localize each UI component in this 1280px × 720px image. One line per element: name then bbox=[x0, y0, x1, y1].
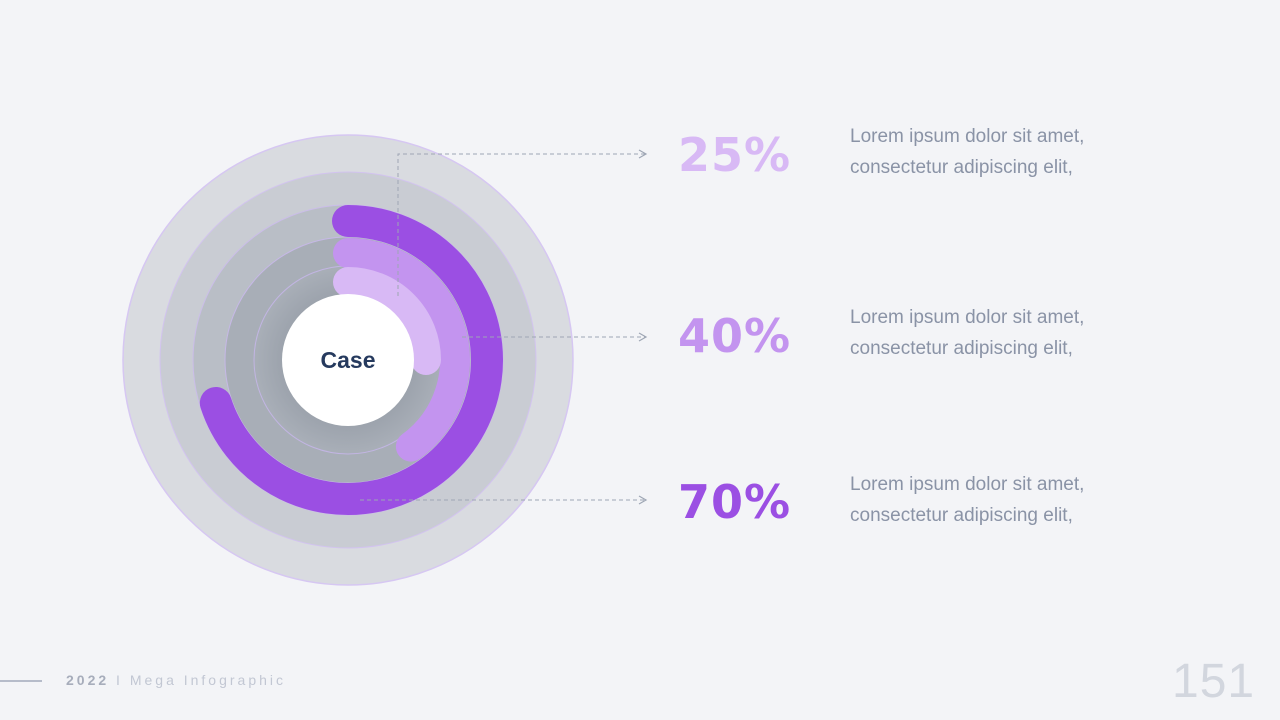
footer: 2022 I Mega Infographic bbox=[66, 672, 286, 688]
percent-label-40: 40% bbox=[678, 309, 792, 363]
page-number: 151 bbox=[1172, 655, 1256, 708]
center-label: Case bbox=[321, 347, 376, 373]
description-line: consectetur adipiscing elit, bbox=[850, 505, 1073, 526]
connector-arrowheads bbox=[638, 149, 648, 505]
description-line: consectetur adipiscing elit, bbox=[850, 157, 1073, 178]
footer-year: 2022 bbox=[66, 672, 110, 688]
arc-25 bbox=[333, 267, 441, 375]
description-25: Lorem ipsum dolor sit amet, consectetur … bbox=[850, 121, 1150, 183]
description-40: Lorem ipsum dolor sit amet, consectetur … bbox=[850, 302, 1150, 364]
percent-label-70: 70% bbox=[678, 475, 792, 529]
connector-25 bbox=[397, 153, 645, 296]
data-arcs bbox=[199, 205, 503, 515]
center-disc bbox=[282, 294, 414, 426]
footer-separator: I bbox=[116, 672, 123, 688]
description-line: Lorem ipsum dolor sit amet, bbox=[850, 126, 1085, 147]
description-line: Lorem ipsum dolor sit amet, bbox=[850, 474, 1085, 495]
arc-70 bbox=[199, 205, 503, 515]
percent-label-25: 25% bbox=[678, 128, 792, 182]
arc-40 bbox=[333, 238, 470, 462]
description-70: Lorem ipsum dolor sit amet, consectetur … bbox=[850, 469, 1150, 531]
footer-title: Mega Infographic bbox=[129, 672, 287, 688]
description-line: Lorem ipsum dolor sit amet, bbox=[850, 307, 1085, 328]
connector-lines bbox=[360, 153, 645, 501]
description-line: consectetur adipiscing elit, bbox=[850, 338, 1073, 359]
footer-divider bbox=[0, 680, 42, 682]
